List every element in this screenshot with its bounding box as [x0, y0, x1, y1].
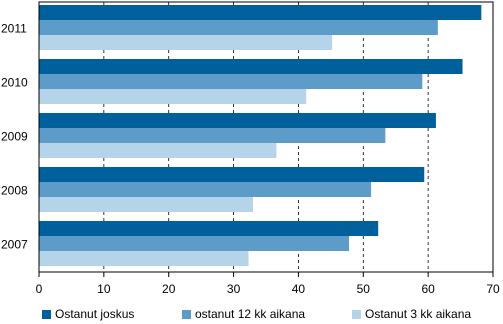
bar: [39, 236, 350, 251]
y-tick-label: 2010: [1, 76, 28, 90]
legend-swatch: [352, 310, 361, 319]
x-tick-label: 50: [357, 282, 371, 296]
legend-swatch: [182, 310, 191, 319]
bar: [39, 251, 249, 266]
bar: [39, 113, 436, 128]
bar: [39, 182, 372, 197]
plot-frame: [38, 1, 494, 273]
bar: [39, 167, 425, 182]
x-tick-label: 20: [162, 282, 176, 296]
legend-label: Ostanut 3 kk aikana: [365, 307, 471, 321]
x-tick-label: 10: [97, 282, 111, 296]
x-tick-label: 30: [227, 282, 241, 296]
x-tick-label: 70: [486, 282, 500, 296]
bar: [39, 197, 254, 212]
x-tick-label: 40: [292, 282, 306, 296]
bar: [39, 221, 379, 236]
bar: [39, 35, 333, 50]
legend-label: ostanut 12 kk aikana: [195, 307, 305, 321]
x-tick-label: 0: [36, 282, 43, 296]
y-tick-label: 2007: [1, 238, 28, 252]
bar: [39, 128, 386, 143]
y-tick-label: 2009: [1, 130, 28, 144]
bar: [39, 74, 423, 89]
x-tick-label: 60: [421, 282, 435, 296]
bar: [39, 59, 463, 74]
legend-label: Ostanut joskus: [55, 307, 134, 321]
y-tick-label: 2008: [1, 184, 28, 198]
y-tick-label: 2011: [1, 22, 27, 36]
bar: [39, 20, 438, 35]
legend-swatch: [42, 310, 51, 319]
bar: [39, 5, 482, 20]
bar: [39, 143, 277, 158]
bar: [39, 89, 307, 104]
